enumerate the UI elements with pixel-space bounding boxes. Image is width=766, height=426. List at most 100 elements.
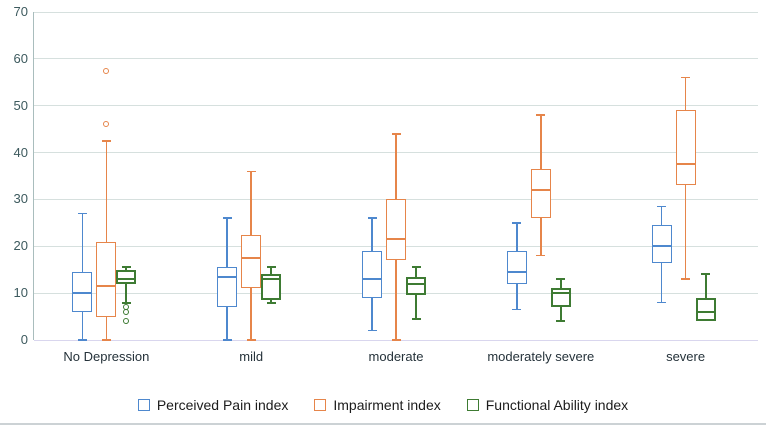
box bbox=[406, 276, 426, 296]
upper-whisker-cap bbox=[222, 217, 232, 219]
upper-whisker bbox=[395, 133, 397, 200]
lower-whisker-cap bbox=[246, 339, 256, 341]
upper-whisker bbox=[704, 274, 707, 298]
lower-whisker bbox=[660, 262, 663, 303]
box bbox=[386, 199, 406, 261]
y-tick-label: 40 bbox=[13, 144, 28, 160]
y-tick-label: 70 bbox=[13, 4, 28, 19]
legend-label-perceived-pain: Perceived Pain index bbox=[156, 397, 289, 413]
y-tick-label: 50 bbox=[13, 97, 28, 113]
outlier-point bbox=[123, 318, 130, 325]
x-category-label: mild bbox=[239, 349, 264, 364]
lower-whisker bbox=[125, 283, 128, 303]
box bbox=[217, 267, 238, 308]
legend-label-impairment: Impairment index bbox=[333, 397, 441, 413]
box bbox=[116, 269, 137, 284]
lower-whisker-cap bbox=[512, 308, 522, 311]
lower-whisker-cap bbox=[411, 317, 421, 320]
lower-whisker bbox=[226, 307, 228, 340]
box bbox=[362, 250, 382, 298]
x-category-label: moderately severe bbox=[487, 349, 595, 364]
figure-bottom-edge bbox=[0, 423, 766, 425]
y-tick-label: 20 bbox=[13, 238, 28, 254]
upper-whisker bbox=[270, 267, 273, 275]
lower-whisker bbox=[540, 218, 542, 256]
median-line bbox=[241, 257, 262, 259]
upper-whisker-cap bbox=[556, 278, 566, 281]
lower-whisker-cap bbox=[536, 254, 546, 257]
lower-whisker-cap bbox=[367, 329, 377, 332]
y-tick-label: 0 bbox=[20, 332, 28, 347]
median-line bbox=[261, 278, 282, 281]
median-line bbox=[386, 238, 406, 241]
lower-whisker bbox=[559, 307, 562, 322]
lower-whisker bbox=[516, 283, 518, 310]
lower-whisker bbox=[415, 295, 417, 319]
box bbox=[96, 241, 117, 317]
legend-item-perceived-pain: Perceived Pain index bbox=[137, 397, 289, 413]
median-line bbox=[96, 285, 117, 288]
median-line bbox=[695, 310, 716, 313]
median-line bbox=[72, 292, 93, 295]
upper-whisker-cap bbox=[391, 133, 401, 135]
lower-whisker-cap bbox=[121, 301, 131, 304]
box bbox=[72, 272, 93, 312]
lower-whisker-cap bbox=[266, 301, 276, 304]
x-category-label: moderate bbox=[368, 349, 424, 364]
upper-whisker bbox=[516, 222, 518, 251]
upper-whisker bbox=[684, 77, 687, 111]
upper-whisker bbox=[415, 267, 417, 277]
lower-whisker-cap bbox=[391, 339, 401, 341]
median-line bbox=[651, 245, 672, 248]
perceived-pain-swatch-icon bbox=[137, 399, 150, 411]
upper-whisker bbox=[226, 218, 228, 268]
lower-whisker bbox=[250, 288, 252, 340]
y-tick-label: 30 bbox=[13, 191, 28, 207]
gridline bbox=[34, 11, 758, 13]
upper-whisker bbox=[371, 218, 373, 251]
y-tick-label: 60 bbox=[13, 50, 28, 66]
upper-whisker bbox=[105, 140, 108, 242]
median-line bbox=[406, 282, 426, 285]
upper-whisker-cap bbox=[657, 205, 667, 208]
box bbox=[695, 297, 716, 322]
lower-whisker bbox=[371, 297, 373, 331]
upper-whisker-cap bbox=[411, 266, 421, 269]
y-axis-line bbox=[33, 12, 34, 340]
legend-label-functional-ability: Functional Ability index bbox=[485, 397, 629, 413]
median-line bbox=[675, 163, 696, 166]
upper-whisker-cap bbox=[367, 217, 377, 219]
outlier-point bbox=[123, 308, 130, 315]
upper-whisker-cap bbox=[681, 76, 691, 79]
lower-whisker-cap bbox=[101, 339, 111, 341]
legend: Perceived Pain index Impairment index Fu… bbox=[0, 397, 766, 413]
upper-whisker-cap bbox=[77, 212, 87, 215]
median-line bbox=[362, 278, 382, 281]
box bbox=[241, 234, 262, 289]
median-line bbox=[550, 292, 571, 295]
lower-whisker bbox=[684, 185, 687, 280]
lower-whisker-cap bbox=[77, 339, 87, 341]
outlier-point bbox=[103, 67, 110, 74]
gridline bbox=[34, 58, 758, 60]
lower-whisker bbox=[270, 300, 273, 303]
upper-whisker bbox=[660, 206, 663, 226]
median-line bbox=[506, 271, 527, 274]
legend-item-functional-ability: Functional Ability index bbox=[466, 397, 629, 413]
upper-whisker-cap bbox=[536, 114, 546, 116]
upper-whisker bbox=[540, 115, 542, 169]
lower-whisker bbox=[395, 260, 397, 340]
median-line bbox=[530, 189, 551, 192]
gridline bbox=[34, 105, 758, 107]
median-line bbox=[116, 278, 137, 281]
lower-whisker bbox=[105, 316, 108, 340]
lower-whisker-cap bbox=[657, 301, 667, 304]
lower-whisker-cap bbox=[222, 339, 232, 341]
upper-whisker bbox=[250, 171, 252, 235]
box bbox=[506, 250, 527, 284]
upper-whisker-cap bbox=[266, 266, 276, 269]
box bbox=[675, 110, 696, 186]
upper-whisker bbox=[125, 267, 128, 270]
upper-whisker-cap bbox=[246, 170, 256, 173]
functional-ability-swatch-icon bbox=[466, 399, 479, 411]
